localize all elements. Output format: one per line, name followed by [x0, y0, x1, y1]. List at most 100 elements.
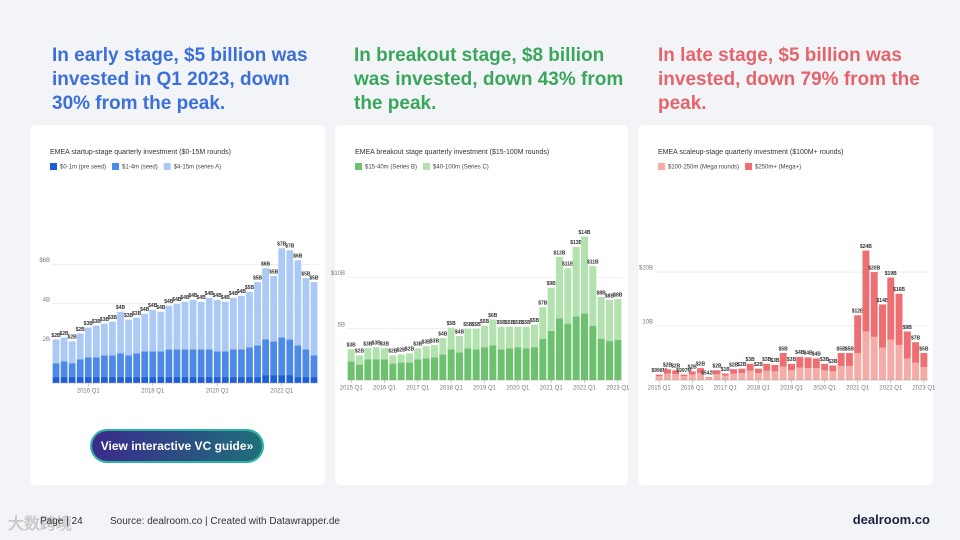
bar-segment: [606, 341, 613, 380]
bar-segment: [221, 377, 229, 383]
bar-segment: [489, 345, 497, 380]
bar-segment: [422, 358, 430, 380]
bar-segment: [845, 353, 853, 366]
bar-segment: [439, 354, 447, 380]
bar-segment: [76, 377, 84, 383]
bar-segment: [581, 313, 588, 380]
bar-label: $3B: [762, 357, 772, 363]
bar-segment: [589, 266, 597, 326]
bar-segment: [101, 377, 108, 383]
legend-swatch: [355, 163, 362, 170]
bar-segment: [539, 307, 547, 339]
bar-segment: [125, 377, 132, 383]
bar-segment: [705, 377, 713, 378]
bar-segment: [173, 349, 181, 378]
y-tick-label: $20B: [639, 266, 653, 272]
bar-segment: [347, 349, 355, 362]
bar-segment: [804, 368, 812, 380]
bar-segment: [406, 362, 413, 380]
bar-segment: [254, 345, 261, 378]
bar-segment: [837, 365, 845, 380]
bar-label: $6B: [261, 261, 271, 267]
bar-segment: [663, 369, 671, 374]
bar-segment: [796, 367, 804, 380]
bar-label: $6B: [293, 254, 303, 260]
bar-segment: [431, 357, 438, 380]
bar-segment: [356, 355, 363, 365]
bar-label: $2B: [405, 347, 415, 353]
x-tick-label: 2016 Q1: [77, 389, 101, 395]
bar-segment: [763, 363, 771, 371]
x-tick-label: 2018 Q1: [440, 386, 464, 392]
bar-segment: [278, 337, 286, 376]
bar-segment: [364, 348, 372, 360]
bar-segment: [213, 351, 221, 378]
bar-segment: [205, 377, 213, 383]
x-tick-label: 2016 Q1: [373, 386, 397, 392]
bar-segment: [189, 299, 197, 350]
bar-segment: [397, 362, 405, 380]
bar-label: $4B: [803, 351, 813, 357]
bar-segment: [903, 331, 911, 359]
bar-label: $12B: [554, 250, 566, 256]
bar-label: $3B: [363, 342, 373, 348]
bar-segment: [812, 358, 820, 369]
bar-segment: [414, 359, 422, 380]
bar-label: $5B: [309, 275, 319, 281]
bar-segment: [229, 377, 237, 383]
bar-segment: [713, 374, 721, 380]
bar-segment: [270, 341, 278, 376]
guide-button[interactable]: View interactive VC guide»: [92, 431, 262, 461]
bar-segment: [547, 287, 555, 331]
bar-segment: [213, 299, 221, 352]
bar-label: $11B: [562, 262, 574, 268]
bar-label: $4B: [180, 295, 190, 301]
bar-segment: [422, 346, 430, 359]
bar-segment: [381, 348, 388, 360]
bar-segment: [746, 363, 754, 371]
legend-label: $15-40m (Series B): [365, 165, 417, 171]
bar-label: $3B: [413, 342, 423, 348]
bar-label: $5B: [779, 346, 789, 352]
bar-segment: [117, 311, 124, 354]
x-tick-label: 2023 Q1: [606, 386, 630, 392]
bar-label: $5B: [919, 346, 929, 352]
bar-segment: [302, 377, 310, 383]
bar-segment: [920, 367, 928, 380]
bar-segment: [697, 372, 704, 380]
bar-label: $3B: [100, 317, 110, 323]
bar-label: $4B: [229, 291, 239, 297]
bar-label: $4B: [213, 293, 223, 299]
bar-label: $2B: [355, 349, 365, 355]
bar-segment: [862, 331, 870, 380]
bar-segment: [539, 339, 547, 380]
bar-segment: [788, 370, 795, 380]
bar-segment: [796, 356, 804, 368]
x-tick-label: 2015 Q1: [648, 386, 672, 392]
bar-label: $4B: [164, 299, 174, 305]
bar-label: $5B: [269, 269, 279, 275]
bar-segment: [721, 375, 729, 380]
bar-segment: [165, 377, 173, 383]
bar-segment: [286, 339, 294, 376]
bar-segment: [456, 352, 463, 380]
bar-segment: [845, 365, 853, 380]
logo: dealroom.co: [852, 512, 930, 527]
bar-label: $3B: [84, 321, 94, 327]
bar-label: $4B: [205, 291, 215, 297]
bar-segment: [221, 301, 229, 352]
bar-segment: [680, 374, 688, 377]
bar-label: $2B: [663, 363, 673, 369]
bar-segment: [356, 364, 363, 380]
bar-segment: [912, 342, 920, 363]
bar-segment: [181, 349, 189, 378]
bar-segment: [680, 376, 688, 380]
bar-segment: [221, 351, 229, 378]
bar-segment: [779, 353, 787, 367]
bar-segment: [52, 377, 60, 383]
bar-label: $6B: [488, 313, 498, 319]
bar-label: $2B: [51, 333, 61, 339]
bar-segment: [614, 299, 622, 341]
bar-segment: [133, 353, 141, 378]
